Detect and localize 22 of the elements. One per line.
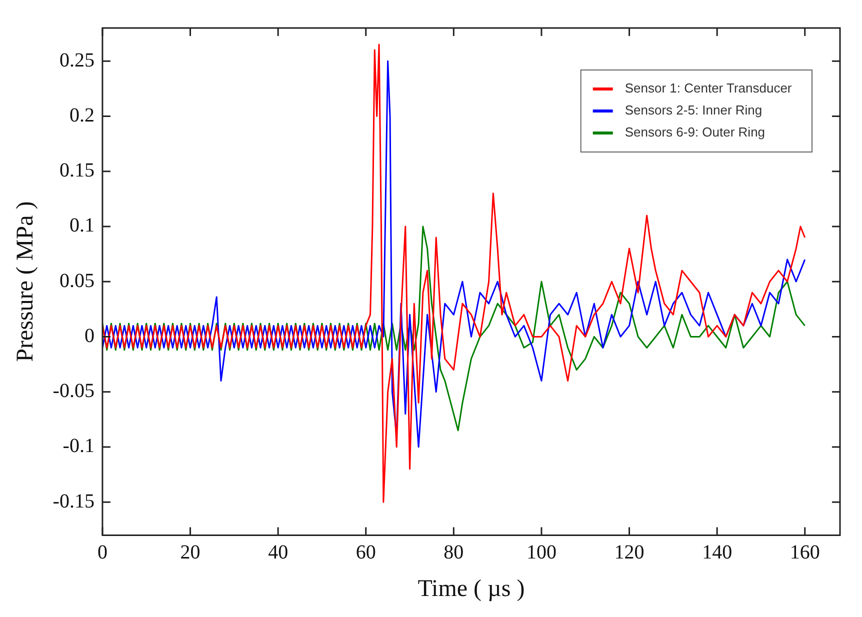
y-axis-title: Pressure ( MPa ) [12, 201, 39, 362]
x-tick-label: 80 [444, 541, 464, 564]
y-tick-label: -0.05 [52, 380, 94, 402]
x-axis-title: Time ( µs ) [418, 576, 525, 602]
y-tick-label: 0.25 [59, 49, 94, 72]
y-tick-label: -0.15 [52, 490, 94, 512]
legend-label: Sensor 1: Center Transducer [624, 80, 792, 96]
x-tick-label: 160 [790, 541, 820, 564]
legend-label: Sensors 2-5: Inner Ring [624, 102, 762, 118]
x-tick-label: 100 [526, 541, 556, 564]
y-tick-label: 0.1 [69, 214, 94, 237]
y-tick-label: 0.2 [69, 104, 94, 126]
x-tick-label: 40 [268, 541, 288, 564]
x-tick-label: 120 [614, 541, 644, 564]
legend-label: Sensors 6-9: Outer Ring [624, 124, 766, 140]
y-tick-label: -0.1 [62, 435, 94, 458]
y-tick-label: 0 [84, 324, 94, 347]
y-tick-label: 0.15 [59, 160, 94, 182]
x-tick-label: 60 [356, 541, 376, 564]
y-tick-label: 0.05 [59, 270, 94, 292]
x-tick-label: 140 [702, 541, 732, 564]
x-tick-label: 20 [180, 541, 200, 564]
